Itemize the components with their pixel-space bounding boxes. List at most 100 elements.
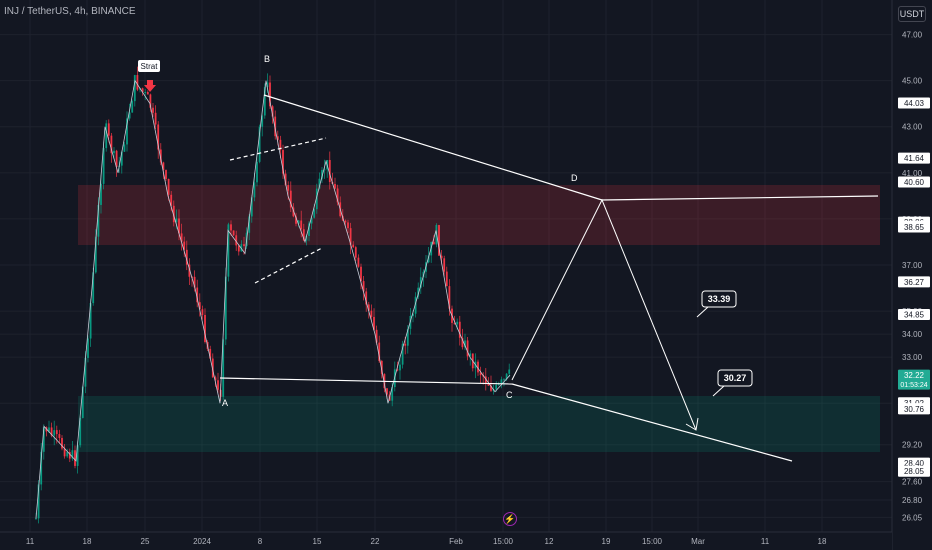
x-tick-label: 18 [818,537,827,546]
candle-body [224,276,227,340]
candle-body [308,223,310,236]
y-tick-label: 26.80 [902,496,923,505]
x-tick-label: 2024 [193,537,211,546]
candle-body [66,452,69,457]
x-tick-labels: 11 18 25 2024 8 15 22 Feb 15:00 12 19 15:00 Mar 11 18 [26,537,827,546]
lower-trendline [219,377,513,385]
candle-body [274,116,277,137]
candle-body [344,220,347,223]
target-callout-1-box [701,290,737,308]
candle-body [412,313,414,316]
x-tick-label: 19 [602,537,611,546]
point-label-a: A [222,398,228,408]
candle-body [305,235,308,241]
candle-body [68,452,71,459]
strat-label: Strat [141,62,159,71]
candle-body [276,136,279,140]
candle-body [79,417,82,446]
price-badge-box [898,369,930,390]
candle-body [503,379,505,381]
candle-body [490,385,492,391]
y-tick-label: 34.00 [902,330,923,339]
candle-body [74,450,76,466]
candle-body [367,304,370,311]
candle-body [100,183,102,205]
y-tick-label: 37.00 [902,261,923,270]
candle-body [284,173,287,186]
x-tick-label: 11 [26,537,35,546]
price-badge-box [898,465,930,477]
candle-body [269,82,271,107]
price-line [35,79,511,519]
candle-body [386,388,388,395]
candle-body [107,123,110,136]
candle-body [505,373,508,380]
candle-body [438,225,440,256]
candle-body [102,148,105,184]
candle-body [448,286,451,309]
target-callout-2-pointer [712,385,725,397]
x-tick-label: 18 [83,537,92,546]
target-callout-1-pointer [696,306,709,318]
flag-bottom-line [254,247,323,284]
candle-body [144,92,147,94]
currency-button[interactable]: USDT [898,6,926,22]
y-tick-label: 43.00 [902,123,923,132]
candle-body [289,190,292,208]
candle-body [495,384,498,390]
candle-body [310,217,313,224]
candle-body [131,101,134,113]
candle-body [466,340,469,357]
support-zone [78,396,880,452]
candle-body [487,383,490,386]
candle-body [354,247,357,258]
y-tick-label: 27.60 [902,478,923,487]
candle-body [484,376,487,384]
candle-body [469,353,472,357]
candle-body [76,445,79,466]
price-badge: 32.22 01:53:24 [898,369,930,390]
price-badge-box [898,276,930,288]
candle-body [209,348,212,359]
time-axis[interactable] [0,532,892,550]
resistance-line [601,195,879,201]
price-badge-value: 28.40 [904,459,925,468]
candle-body [84,357,87,387]
upper-trendline [263,94,603,201]
price-badge-box [898,97,930,109]
candle-body [445,271,448,287]
candle-body [352,244,355,248]
candle-body [63,448,66,457]
candle-body [180,233,183,242]
candle-body [198,302,201,310]
candle-body [370,310,373,317]
candle-body [71,450,74,459]
candle-body [204,314,206,342]
target-callout-1: 33.39 [708,294,731,304]
candle-body [464,340,466,348]
candle-body [419,277,422,288]
candle-body [443,258,446,272]
candle-body [336,188,339,203]
candle-body [115,150,118,167]
candle-body [253,182,256,198]
candle-body [500,379,503,384]
price-badge-value: 32.22 [904,371,925,380]
candle-body [183,241,186,250]
candle-body [149,94,152,108]
candle-body [230,224,232,231]
lightning-icon[interactable]: ⚡ [503,512,517,526]
candle-body [105,123,108,149]
candle-body [456,321,459,325]
candle-body [92,272,95,304]
candle-body [287,185,290,191]
price-badges: 44.0341.6440.6038.8638.6838.6536.2734.85… [898,97,930,477]
ticker-label: INJ / TetherUS, 4h, BINANCE [4,6,136,17]
candle-body [227,224,230,277]
candle-body [157,124,160,150]
x-tick-label: Mar [691,537,705,546]
price-badge-value: 44.03 [904,99,925,108]
candle-body [113,150,115,154]
candle-body [417,287,420,297]
